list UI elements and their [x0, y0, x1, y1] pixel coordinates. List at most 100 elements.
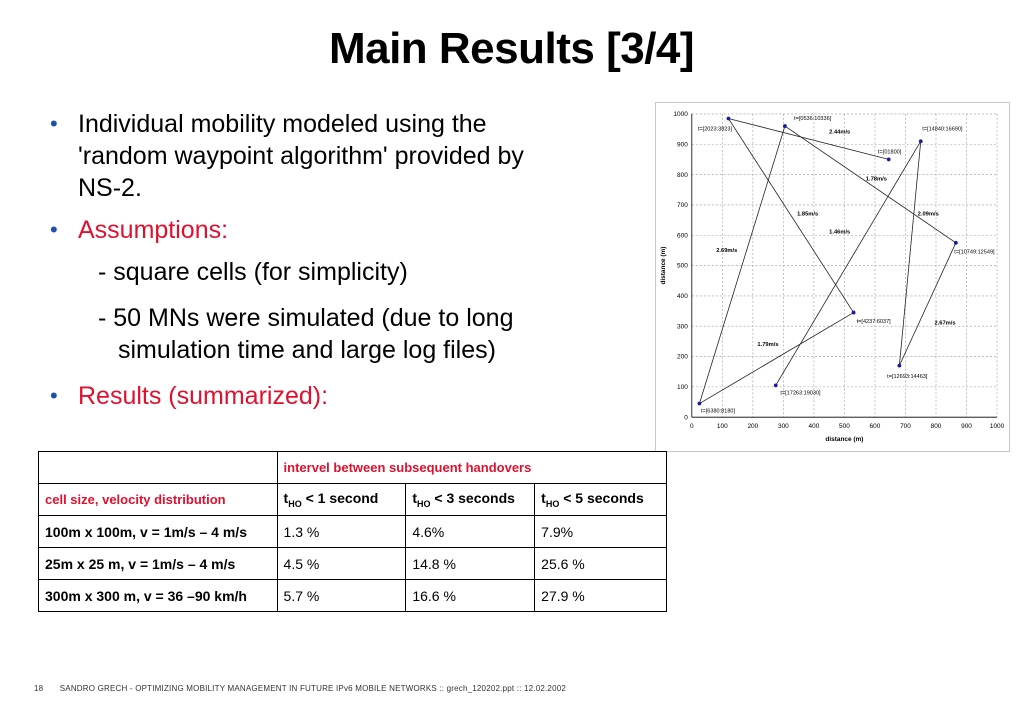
bullet-assumptions: • Assumptions:: [50, 214, 630, 246]
table-cell: 27.9 %: [534, 579, 667, 612]
x-axis-title: distance (m): [825, 436, 863, 443]
column-header-1s: tHO < 1 second: [276, 483, 407, 516]
speed-label: 1.85m/s: [797, 212, 818, 218]
x-tick-label: 600: [870, 423, 881, 430]
path-segment: [899, 242, 957, 366]
speed-label: 2.44m/s: [829, 130, 850, 136]
footer-text: SANDRO GRECH - OPTIMIZING MOBILITY MANAG…: [59, 684, 567, 693]
waypoint-time-label: t=[0536:10336]: [794, 116, 832, 122]
sub-bullet-50-mns-line2: simulation time and large log files): [118, 336, 496, 364]
y-tick-label: 800: [677, 172, 688, 179]
table-cell: 4.5 %: [276, 547, 407, 580]
slide-title: Main Results [3/4]: [328, 24, 695, 73]
table-header-row: intervel between subsequent handovers: [38, 451, 668, 484]
y-tick-label: 400: [677, 293, 688, 300]
chart-svg: 0 100 200 300 400 500 600 700 800 900 1000 0 100 200 3…: [660, 111, 1005, 443]
x-tick-label: 900: [961, 423, 972, 430]
waypoint-marker: [886, 157, 891, 162]
table-cell: 1.3 %: [276, 515, 407, 548]
y-tick-label: 1000: [673, 111, 688, 118]
speed-label: 2.69m/s: [716, 248, 737, 254]
speed-label: 2.09m/s: [918, 212, 939, 218]
column-header-3s: tHO < 3 seconds: [405, 483, 536, 516]
speed-label: 1.46m/s: [829, 230, 850, 236]
table-row: 100m x 100m, v = 1m/s – 4 m/s 1.3 % 4.6%…: [38, 515, 667, 548]
waypoint-time-label: t=[01800]: [878, 149, 902, 155]
x-tick-label: 400: [809, 423, 820, 430]
slide-footer: 18 SANDRO GRECH - OPTIMIZING MOBILITY MA…: [34, 684, 566, 693]
waypoint-marker: [697, 401, 702, 406]
column-label-cell-size: cell size, velocity distribution: [38, 483, 278, 516]
y-tick-label: 700: [677, 202, 688, 209]
table-cell: 16.6 %: [405, 579, 536, 612]
row-label: 300m x 300 m, v = 36 –90 km/h: [38, 579, 278, 612]
bullet-mobility-line1: Individual mobility modeled using the: [78, 110, 487, 138]
sub-bullet-50-mns: - 50 MNs were simulated (due to long sim…: [50, 302, 630, 366]
y-tick-label: 600: [677, 232, 688, 239]
table-row: 25m x 25 m, v = 1m/s – 4 m/s 4.5 % 14.8 …: [38, 547, 667, 580]
table-cell: 4.6%: [405, 515, 536, 548]
y-tick-label: 900: [677, 141, 688, 148]
x-tick-label: 800: [931, 423, 942, 430]
x-tick-label: 500: [839, 423, 850, 430]
path-segment: [699, 312, 854, 404]
path-segment: [784, 125, 957, 244]
waypoint-marker: [897, 363, 902, 368]
bullet-assumptions-text: Assumptions:: [78, 216, 229, 244]
bullet-dot-icon: •: [50, 217, 58, 242]
waypoint-time-label: t=[17263:19030]: [780, 390, 821, 396]
waypoint-time-label: t=[10749:12549]: [954, 249, 995, 255]
column-header-5s: tHO < 5 seconds: [534, 483, 667, 516]
waypoint-marker: [918, 139, 923, 144]
bullet-results: • Results (summarized):: [50, 380, 630, 412]
waypoint-marker: [773, 383, 778, 388]
page-number: 18: [34, 684, 44, 693]
handover-results-table: intervel between subsequent handovers ce…: [38, 451, 668, 612]
speed-label: 2.67m/s: [934, 321, 955, 327]
table-span-header: intervel between subsequent handovers: [276, 451, 668, 484]
y-tick-label: 100: [677, 384, 688, 391]
x-tick-label: 300: [778, 423, 789, 430]
table-row: 300m x 300 m, v = 36 –90 km/h 5.7 % 16.6…: [38, 579, 667, 612]
random-waypoint-chart: 0 100 200 300 400 500 600 700 800 900 1000 0 100 200 3…: [655, 102, 1010, 452]
sub-bullet-50-mns-line1: - 50 MNs were simulated (due to long: [98, 304, 514, 332]
waypoint-marker: [783, 124, 787, 128]
waypoint-marker: [851, 310, 856, 315]
bullet-mobility-line2: 'random waypoint algorithm' provided by: [78, 142, 524, 170]
x-tick-label: 0: [690, 423, 694, 430]
x-tick-label: 200: [747, 423, 758, 430]
bullet-dot-icon: •: [50, 383, 58, 408]
speed-label: 1.78m/s: [866, 177, 887, 183]
table-cell: 25.6 %: [534, 547, 667, 580]
waypoint-time-label: t=[14840:16690]: [922, 127, 963, 133]
path-segment: [775, 141, 922, 386]
sub-bullet-square-cells: - square cells (for simplicity): [50, 256, 630, 288]
waypoint-marker: [726, 116, 731, 121]
bullet-results-text: Results (summarized):: [78, 382, 329, 410]
waypoint-time-label: t=[4237:6037]: [857, 319, 892, 325]
bullet-mobility-line3: NS-2.: [78, 174, 142, 202]
sub-bullet-square-cells-text: - square cells (for simplicity): [98, 258, 408, 286]
y-tick-label: 0: [684, 414, 688, 421]
bullet-list: • Individual mobility modeled using the …: [50, 108, 630, 422]
x-tick-label: 100: [717, 423, 728, 430]
waypoint-time-label: t=[6380:8180]: [701, 409, 736, 415]
speed-label: 1.79m/s: [757, 342, 778, 348]
table-cell: 5.7 %: [276, 579, 407, 612]
table-cell: 7.9%: [534, 515, 667, 548]
row-label: 25m x 25 m, v = 1m/s – 4 m/s: [38, 547, 278, 580]
bullet-dot-icon: •: [50, 111, 58, 136]
x-tick-label: 1000: [990, 423, 1005, 430]
waypoint-time-label: t=[12693:14463]: [887, 374, 928, 380]
path-segment: [728, 118, 889, 160]
row-label: 100m x 100m, v = 1m/s – 4 m/s: [38, 515, 278, 548]
waypoint-marker: [953, 240, 958, 245]
y-axis-title: distance (m): [660, 247, 667, 285]
y-tick-label: 300: [677, 323, 688, 330]
waypoint-time-label: t=[2023:3823]: [698, 127, 733, 133]
y-tick-label: 200: [677, 354, 688, 361]
table-cell: 14.8 %: [405, 547, 536, 580]
path-segment: [699, 125, 786, 404]
table-column-row: cell size, velocity distribution tHO < 1…: [38, 483, 667, 516]
y-tick-label: 500: [677, 263, 688, 270]
